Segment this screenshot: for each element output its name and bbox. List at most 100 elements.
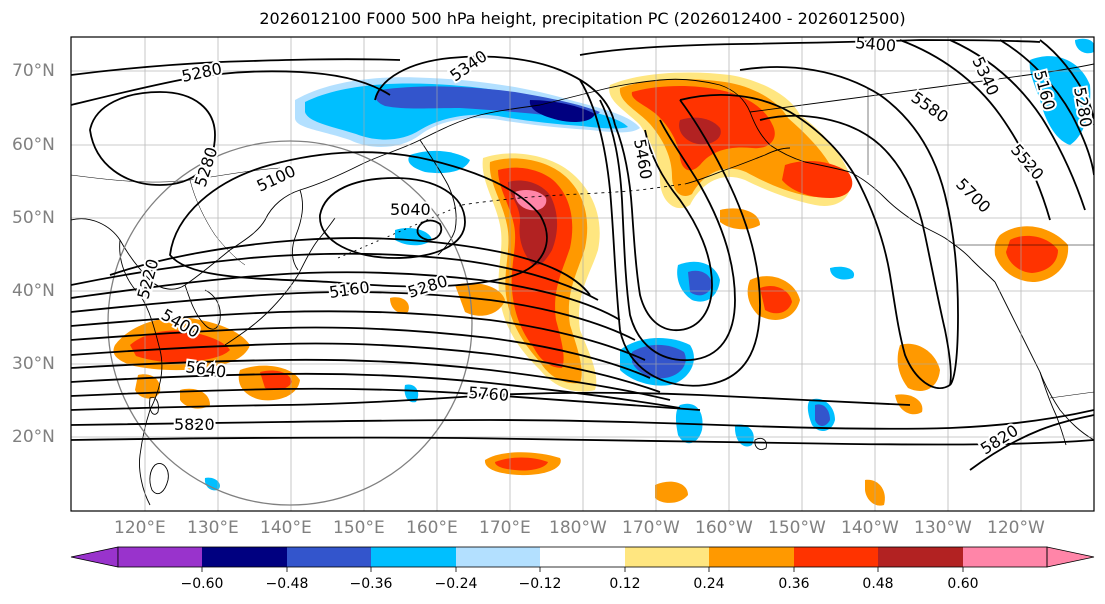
lon-label-180w: 180°W xyxy=(549,518,607,538)
contour-canada-3 xyxy=(999,39,1094,176)
precip-area-sakhalin-neg xyxy=(395,228,432,246)
colorbar-min-extend xyxy=(70,546,119,568)
contour-label-4: 5100 xyxy=(254,161,299,195)
contour-5340-north xyxy=(374,55,616,126)
contour-5580-mid xyxy=(71,358,671,401)
contour-5160 xyxy=(109,237,591,296)
colorbar-tick-7: 0.36 xyxy=(778,576,810,592)
map-frame xyxy=(70,36,1095,512)
precip-area-small-4 xyxy=(390,297,409,314)
contour-southern xyxy=(71,436,1094,446)
contour-label-16: 5700 xyxy=(952,174,994,216)
colorbar-tick-2: −0.36 xyxy=(349,576,393,592)
contour-5700-gulf xyxy=(759,114,952,386)
coastline-sakhalin xyxy=(291,189,303,271)
contour-5520-mid xyxy=(71,342,661,393)
contour-label-0: 5280 xyxy=(180,59,224,86)
coastline-baja xyxy=(1039,371,1067,446)
contour-5460-mid xyxy=(71,326,651,379)
precip-area-small-1 xyxy=(655,481,688,503)
lat-label-40n: 40°N xyxy=(12,281,55,301)
precip-area-small-5 xyxy=(180,388,210,409)
lat-label-30n: 30°N xyxy=(12,354,55,374)
precip-area-arctic-neg xyxy=(1075,38,1094,54)
precip-area-small-neg-1 xyxy=(404,384,419,403)
height-contours xyxy=(71,39,1094,471)
contour-ridge-2 xyxy=(739,66,959,386)
precip-area-south-pacific-core xyxy=(495,457,548,471)
precip-area-japan-core xyxy=(130,330,230,363)
colorbar-outline xyxy=(117,546,1048,568)
lon-label-170w: 170°W xyxy=(622,518,680,538)
precip-area-gulf xyxy=(782,160,853,198)
colorbar-segment-0 xyxy=(118,547,202,567)
contour-arctic-1 xyxy=(71,58,401,76)
precip-area-pacific-neg-2-core xyxy=(688,270,712,296)
lon-label-150e: 150°E xyxy=(333,518,385,538)
contour-label-14: 5580 xyxy=(908,88,952,127)
contour-5280-north xyxy=(71,70,391,106)
contour-label-11: 5280 xyxy=(405,271,450,302)
precip-area-small-neg-2 xyxy=(204,477,220,491)
colorbar-tick-8: 0.48 xyxy=(862,576,894,592)
contour-5280-mid xyxy=(71,271,621,321)
contour-trough-3 xyxy=(579,79,761,387)
contour-5100-low xyxy=(169,151,548,288)
precip-area-kyushu xyxy=(260,370,292,390)
contour-5400-mid xyxy=(71,310,646,361)
lon-label-130w: 130°W xyxy=(914,518,972,538)
colorbar-max-extend xyxy=(1046,546,1095,568)
lon-label-140w: 140°W xyxy=(841,518,899,538)
coastline-bc xyxy=(914,221,996,283)
precip-area-central-peak xyxy=(514,190,547,211)
colorbar-segment-1 xyxy=(202,547,287,567)
colorbar-tick-0: −0.60 xyxy=(180,576,224,592)
contour-5820-east xyxy=(969,414,1094,471)
contour-5820 xyxy=(71,409,1094,430)
lon-label-120w: 120°W xyxy=(987,518,1045,538)
contour-5280-low xyxy=(89,91,216,186)
contour-5340-mid xyxy=(71,291,636,341)
colorbar-segment-3 xyxy=(371,547,456,567)
colorbar-tick-5: 0.12 xyxy=(609,576,641,592)
coastline-japan xyxy=(224,217,336,346)
contour-trough-2 xyxy=(599,99,736,361)
contour-label-12: 5760 xyxy=(468,383,510,405)
contour-label-3: 5400 xyxy=(855,33,897,55)
lon-label-170e: 170°E xyxy=(479,518,531,538)
precip-area-hawaii-north-core xyxy=(760,285,792,314)
contour-5760 xyxy=(71,391,911,411)
colorbar-tick-6: 0.24 xyxy=(693,576,725,592)
colorbar-tick-marks xyxy=(201,567,964,572)
lon-label-140e: 140°E xyxy=(260,518,312,538)
coastline-korea xyxy=(184,284,221,330)
lon-label-130e: 130°E xyxy=(187,518,239,538)
colorbar-segment-8 xyxy=(794,547,878,567)
precip-area-pacific-neg-3-core xyxy=(815,404,830,426)
map-title: 2026012100 F000 500 hPa height, precipit… xyxy=(259,9,906,28)
contour-label-6: 5220 xyxy=(134,257,163,301)
border-china-russia xyxy=(189,179,246,266)
contour-5400-north xyxy=(579,39,1041,56)
coastline-alaska-peninsula xyxy=(684,147,791,185)
precip-area-east-pacific xyxy=(897,343,940,391)
contour-5040-inner xyxy=(416,219,443,241)
colorbar-tick-9: 0.60 xyxy=(947,576,979,592)
contour-ridge-1 xyxy=(679,93,951,390)
contour-label-2: 5340 xyxy=(446,46,490,85)
precip-area-pacific-neg-5 xyxy=(734,424,754,447)
contour-label-1: 5280 xyxy=(191,145,222,190)
contour-5460-trough xyxy=(614,124,713,331)
contour-label-18: 5340 xyxy=(968,54,1002,99)
precip-area-small-3 xyxy=(720,208,760,230)
coastline-us-west xyxy=(994,281,1094,441)
contour-5640 xyxy=(71,372,681,409)
contour-canada-2 xyxy=(949,39,1086,211)
coastline-aleutian xyxy=(461,183,686,206)
border-china-mongolia xyxy=(71,167,281,183)
colorbar-segment-2 xyxy=(287,547,371,567)
lon-label-160e: 160°E xyxy=(406,518,458,538)
coastlines xyxy=(71,63,1094,506)
contour-5040-low xyxy=(319,177,466,259)
contour-label-9: 5820 xyxy=(174,415,215,434)
